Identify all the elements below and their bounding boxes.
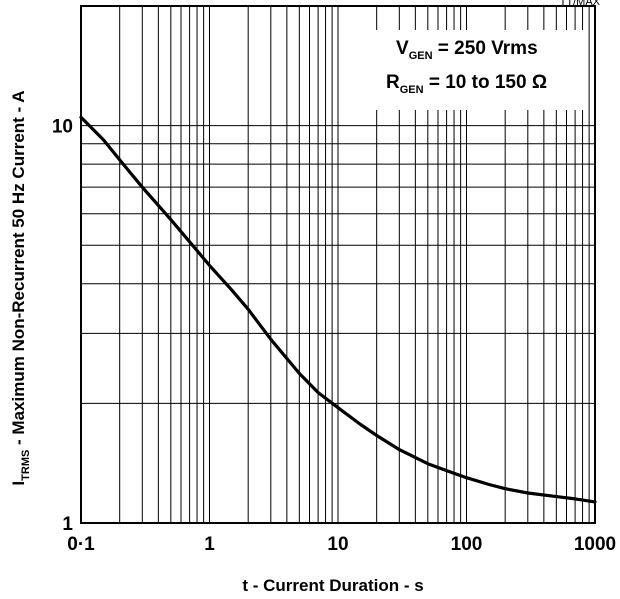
grid (81, 6, 595, 523)
x-tick-label: 1000 (574, 534, 616, 555)
x-tick-label: 10 (327, 534, 348, 555)
x-tick-label: 100 (451, 534, 483, 555)
x-tick-label: 1 (204, 534, 215, 555)
plot-frame (80, 5, 596, 524)
y-tick-label: 10 (52, 117, 73, 138)
figure-tag: TT/MAX (560, 0, 601, 8)
annotation-background (372, 30, 584, 110)
y-tick-label: 1 (62, 514, 73, 535)
x-tick-label: 0·1 (67, 534, 95, 555)
series-line (79, 115, 597, 504)
series-layer (79, 115, 597, 504)
x-axis-label: t - Current Duration - s (242, 576, 423, 595)
annotation-rgen: RGEN = 10 to 150 Ω (386, 72, 547, 96)
annotation-box: VGEN = 250 Vrms RGEN = 10 to 150 Ω (372, 30, 584, 110)
annotation-vgen: VGEN = 250 Vrms (396, 38, 538, 62)
y-axis-label: ITRMS - Maximum Non-Recurrent 50 Hz Curr… (9, 90, 32, 485)
